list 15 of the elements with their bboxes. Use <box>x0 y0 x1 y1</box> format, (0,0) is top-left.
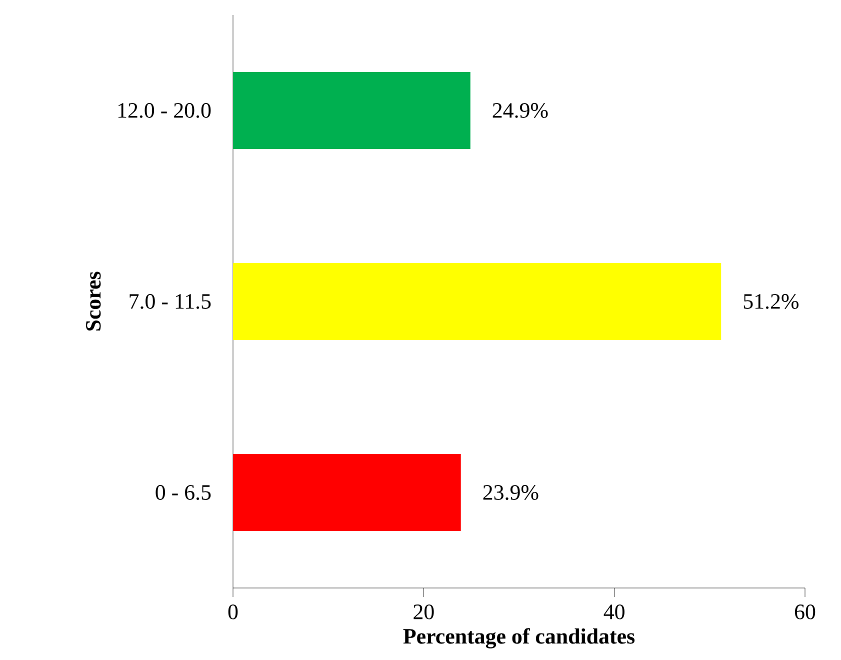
x-tick-label: 20 <box>414 604 434 620</box>
x-tick-label: 0 <box>228 604 238 620</box>
data-label: 23.9% <box>483 485 538 500</box>
y-tick-label: 0 - 6.5 <box>156 485 211 500</box>
x-tick-label: 40 <box>604 604 624 620</box>
bar <box>233 454 461 531</box>
bar <box>233 72 470 149</box>
data-label: 24.9% <box>492 103 548 118</box>
y-tick-label: 7.0 - 11.5 <box>130 294 211 309</box>
x-axis-title: Percentage of candidates <box>403 628 635 648</box>
y-tick-label: 12.0 - 20.0 <box>118 103 211 118</box>
x-tick-label: 60 <box>794 604 816 620</box>
data-label: 51.2% <box>744 294 798 309</box>
y-axis-title: Scores <box>86 272 101 331</box>
bar <box>233 262 722 340</box>
